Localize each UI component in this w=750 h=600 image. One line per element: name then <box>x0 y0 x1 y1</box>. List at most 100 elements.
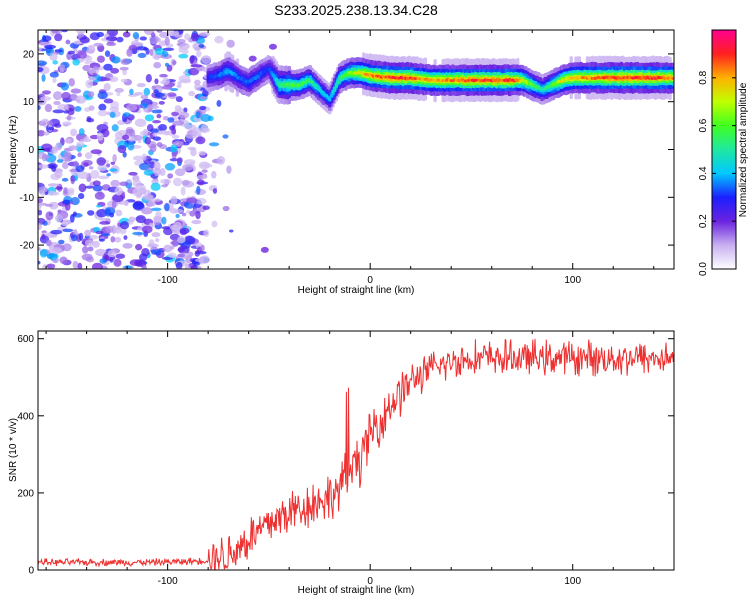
noise-blob <box>66 114 72 121</box>
noise-blob <box>38 164 49 169</box>
noise-blob <box>153 61 162 69</box>
noise-blob <box>154 78 159 85</box>
noise-blob <box>87 91 95 98</box>
noise-blob <box>110 56 121 64</box>
noise-blob <box>47 126 54 131</box>
noise-blob <box>161 85 173 90</box>
noise-blob <box>92 66 100 71</box>
noise-blob <box>171 111 180 117</box>
noise-blob <box>120 58 131 65</box>
noise-blob <box>64 138 72 144</box>
noise-blob <box>268 43 277 50</box>
noise-blob <box>39 248 48 258</box>
noise-blob <box>68 189 75 196</box>
noise-blob <box>191 219 202 225</box>
noise-blob <box>61 121 71 126</box>
noise-blob <box>68 78 75 87</box>
noise-blob <box>156 114 162 119</box>
noise-blob <box>114 88 124 93</box>
noise-blob <box>141 225 153 234</box>
noise-blob <box>171 124 176 128</box>
noise-blob <box>77 171 89 180</box>
noise-blob <box>92 180 101 187</box>
colorbar: 0.0 0.2 0.4 0.6 0.8 Normalized spectral ampl… <box>698 29 749 276</box>
noise-blob <box>190 148 197 157</box>
noise-blob <box>180 186 186 196</box>
snr-panel: -100 0 100 0 200 400 600 Height of straight l… <box>8 330 675 596</box>
noise-blob <box>140 94 149 100</box>
noise-blob <box>190 265 198 269</box>
noise-blob <box>216 155 226 165</box>
noise-blob <box>61 221 69 227</box>
ridge-cell <box>328 98 332 102</box>
noise-blob <box>106 173 111 177</box>
noise-blob <box>53 100 61 106</box>
noise-blob <box>109 111 116 119</box>
noise-blob <box>136 82 146 88</box>
noise-blob <box>198 32 211 37</box>
noise-blob <box>99 77 111 82</box>
noise-blob <box>211 220 218 228</box>
noise-blob <box>53 91 63 101</box>
noise-blob <box>154 251 161 256</box>
noise-blob <box>200 163 213 168</box>
noise-blob <box>99 217 110 221</box>
noise-blob <box>179 227 190 235</box>
noise-blob <box>178 53 189 59</box>
noise-blob <box>196 174 208 180</box>
noise-blob <box>122 151 127 158</box>
noise-blob <box>195 197 207 205</box>
noise-blob <box>70 128 78 137</box>
noise-blob <box>141 194 154 200</box>
noise-blob <box>97 91 108 100</box>
noise-blob <box>114 131 123 140</box>
noise-blob <box>78 183 87 193</box>
noise-blob <box>175 213 180 218</box>
noise-blob <box>202 127 211 133</box>
x-tick-label: 0 <box>367 275 373 286</box>
noise-blob <box>129 88 134 95</box>
ridge-cell <box>324 94 329 97</box>
noise-blob <box>105 36 118 42</box>
noise-blob <box>88 166 94 170</box>
noise-blob <box>38 186 49 193</box>
noise-blob <box>122 242 133 249</box>
noise-blob <box>85 79 94 89</box>
noise-blob <box>171 127 177 135</box>
noise-blob <box>128 216 136 222</box>
noise-blob <box>166 92 177 97</box>
noise-blob <box>164 203 170 212</box>
spectrogram-ridge <box>206 51 674 115</box>
noise-blob <box>109 106 120 112</box>
colorbar-tick-label: 0.6 <box>698 118 709 132</box>
y-tick-label: 600 <box>17 334 34 345</box>
noise-blob <box>173 140 184 147</box>
noise-blob <box>163 244 173 253</box>
ridge-cell <box>274 78 278 82</box>
noise-blob <box>90 149 103 155</box>
noise-blob <box>114 236 122 243</box>
noise-blob <box>38 60 48 66</box>
noise-blob <box>179 42 190 50</box>
noise-blob <box>60 82 70 91</box>
noise-blob <box>156 142 163 148</box>
ridge-cell <box>671 77 674 80</box>
noise-blob <box>198 150 207 156</box>
spectrogram-x-axis-label: Height of straight line (km) <box>298 285 415 296</box>
noise-blob <box>173 221 182 231</box>
noise-blob <box>176 84 182 88</box>
noise-blob <box>49 71 59 78</box>
spectrogram-y-ticks: -20 -10 0 10 20 <box>20 49 674 252</box>
noise-blob <box>161 226 171 230</box>
noise-blob <box>100 233 111 237</box>
noise-blob <box>41 90 52 95</box>
noise-blob <box>150 32 156 38</box>
noise-blob <box>83 162 89 167</box>
noise-blob <box>88 105 95 111</box>
noise-blob <box>77 152 82 158</box>
noise-blob <box>96 132 104 141</box>
noise-blob <box>97 109 108 117</box>
noise-blob <box>42 35 52 42</box>
noise-blob <box>110 67 120 74</box>
noise-blob <box>72 59 80 66</box>
